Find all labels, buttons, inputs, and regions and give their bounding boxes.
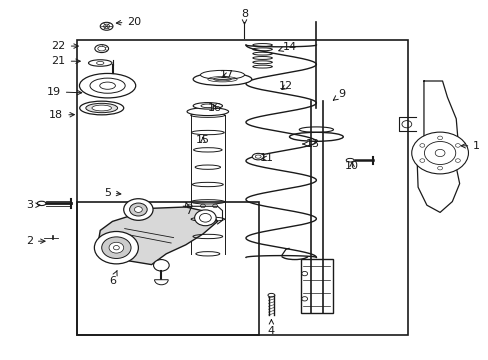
Text: 13: 13 [303,139,319,149]
Ellipse shape [193,103,222,109]
Circle shape [109,242,123,253]
FancyBboxPatch shape [300,259,332,313]
Circle shape [102,237,131,258]
Ellipse shape [267,293,274,297]
Text: 16: 16 [208,103,222,113]
Text: 2: 2 [26,236,45,246]
Ellipse shape [95,45,108,53]
Text: 22: 22 [51,41,78,51]
Ellipse shape [252,153,264,160]
Ellipse shape [200,71,244,79]
Ellipse shape [37,201,46,206]
Text: 1: 1 [460,141,479,151]
Text: 19: 19 [47,87,81,97]
Text: 8: 8 [241,9,247,25]
Text: 4: 4 [267,320,274,336]
Circle shape [153,260,169,271]
Text: 5: 5 [104,188,121,198]
Circle shape [94,231,138,264]
Circle shape [411,132,468,174]
Text: 6: 6 [109,270,117,286]
Ellipse shape [100,22,113,30]
Text: 12: 12 [279,81,292,91]
Text: 14: 14 [278,42,296,52]
Text: 10: 10 [345,161,358,171]
Wedge shape [154,280,168,285]
Circle shape [194,210,216,226]
Circle shape [129,203,147,216]
Text: 17: 17 [220,70,234,80]
Text: 9: 9 [333,89,345,100]
Ellipse shape [80,101,123,115]
Circle shape [134,207,142,212]
Ellipse shape [346,158,353,162]
Ellipse shape [88,60,112,66]
Text: 15: 15 [196,135,209,145]
Polygon shape [98,207,217,265]
Text: 21: 21 [52,56,80,66]
Ellipse shape [92,105,111,111]
Ellipse shape [86,103,117,113]
Ellipse shape [193,73,251,85]
Text: 3: 3 [26,200,40,210]
Text: 11: 11 [259,153,273,163]
Text: 7: 7 [184,202,191,216]
Circle shape [123,199,153,220]
Text: 18: 18 [49,110,74,120]
Ellipse shape [79,73,136,98]
Text: 20: 20 [116,17,141,27]
Ellipse shape [186,108,228,116]
